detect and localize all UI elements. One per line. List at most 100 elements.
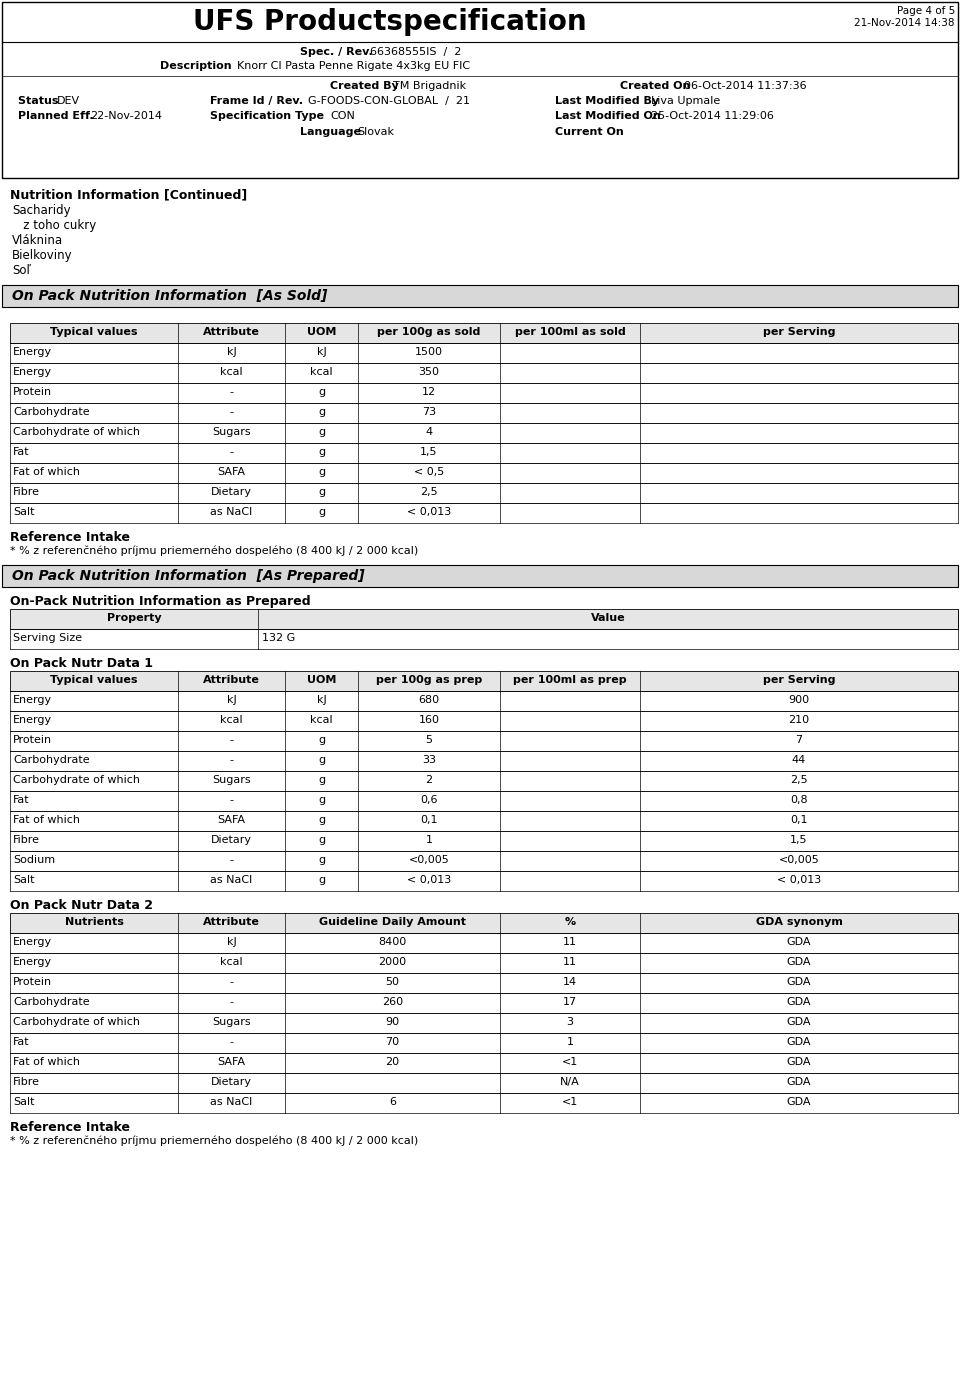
Text: * % z referenčného príjmu priemerného dospelého (8 400 kJ / 2 000 kcal): * % z referenčného príjmu priemerného do…: [10, 1135, 419, 1145]
Text: Energy: Energy: [13, 366, 52, 378]
Text: 4: 4: [425, 428, 433, 437]
Text: Energy: Energy: [13, 695, 52, 705]
Text: On Pack Nutrition Information  [As Sold]: On Pack Nutrition Information [As Sold]: [12, 289, 327, 303]
Text: -: -: [229, 795, 233, 805]
Text: 20: 20: [385, 1058, 399, 1067]
Bar: [2, 285, 958, 307]
Text: 2,5: 2,5: [790, 775, 807, 786]
Text: kcal: kcal: [220, 366, 243, 378]
Text: 06-Oct-2014 11:37:36: 06-Oct-2014 11:37:36: [684, 81, 806, 92]
Text: <1: <1: [562, 1097, 578, 1108]
Text: Fat of which: Fat of which: [13, 466, 80, 477]
Text: GDA: GDA: [787, 1037, 811, 1047]
Text: Slovak: Slovak: [357, 126, 394, 137]
Text: Description: Description: [160, 61, 235, 71]
Text: g: g: [318, 815, 325, 824]
Text: 0,1: 0,1: [420, 815, 438, 824]
Text: * % z referenčného príjmu priemerného dospelého (8 400 kJ / 2 000 kcal): * % z referenčného príjmu priemerného do…: [10, 545, 419, 555]
Text: kJ: kJ: [227, 937, 236, 947]
Text: Sacharidy: Sacharidy: [12, 204, 71, 217]
Text: GDA synonym: GDA synonym: [756, 917, 843, 927]
Text: Fat of which: Fat of which: [13, 1058, 80, 1067]
Text: per 100ml as prep: per 100ml as prep: [514, 675, 627, 686]
Text: GDA: GDA: [787, 997, 811, 1008]
Text: <0,005: <0,005: [409, 855, 449, 865]
Text: 1,5: 1,5: [420, 447, 438, 457]
Text: Salt: Salt: [13, 507, 35, 516]
Text: g: g: [318, 428, 325, 437]
Text: Liva Upmale: Liva Upmale: [651, 96, 720, 105]
Text: %: %: [564, 917, 576, 927]
Text: Reference Intake: Reference Intake: [10, 532, 130, 544]
Text: Carbohydrate: Carbohydrate: [13, 407, 89, 416]
Text: < 0,013: < 0,013: [777, 874, 821, 886]
Text: per Serving: per Serving: [763, 675, 835, 686]
Text: 1500: 1500: [415, 347, 443, 357]
Text: Salt: Salt: [13, 1097, 35, 1108]
Text: z toho cukry: z toho cukry: [12, 219, 96, 232]
Text: g: g: [318, 775, 325, 786]
Text: Carbohydrate: Carbohydrate: [13, 997, 89, 1008]
Text: g: g: [318, 755, 325, 765]
Text: Fibre: Fibre: [13, 836, 40, 845]
Text: GDA: GDA: [787, 1097, 811, 1108]
Text: -: -: [229, 977, 233, 987]
Text: 160: 160: [419, 715, 440, 725]
Text: Page 4 of 5: Page 4 of 5: [897, 6, 955, 17]
Text: GDA: GDA: [787, 1058, 811, 1067]
Text: SAFA: SAFA: [218, 815, 246, 824]
Bar: [10, 609, 958, 629]
Text: per 100ml as sold: per 100ml as sold: [515, 328, 625, 337]
Text: 1,5: 1,5: [790, 836, 807, 845]
Text: Protein: Protein: [13, 736, 52, 745]
Bar: [2, 565, 958, 587]
Text: Carbohydrate of which: Carbohydrate of which: [13, 428, 140, 437]
Text: <1: <1: [562, 1058, 578, 1067]
Text: g: g: [318, 836, 325, 845]
Text: Fat: Fat: [13, 1037, 30, 1047]
Text: g: g: [318, 874, 325, 886]
Text: g: g: [318, 507, 325, 516]
Text: On Pack Nutr Data 1: On Pack Nutr Data 1: [10, 657, 153, 670]
Text: 90: 90: [385, 1017, 399, 1027]
Text: Spec. / Rev.: Spec. / Rev.: [300, 47, 376, 57]
Text: kcal: kcal: [220, 956, 243, 967]
Text: Sugars: Sugars: [212, 1017, 251, 1027]
Text: 900: 900: [788, 695, 809, 705]
Text: GDA: GDA: [787, 956, 811, 967]
Text: 25-Oct-2014 11:29:06: 25-Oct-2014 11:29:06: [651, 111, 774, 121]
Text: GDA: GDA: [787, 1017, 811, 1027]
Text: g: g: [318, 387, 325, 397]
Text: Value: Value: [590, 613, 625, 623]
Text: Attribute: Attribute: [204, 328, 260, 337]
Text: g: g: [318, 407, 325, 416]
Bar: [2, 1, 958, 178]
Text: Last Modified By: Last Modified By: [555, 96, 663, 105]
Text: TM Brigadnik: TM Brigadnik: [393, 81, 467, 92]
Text: UFS Productspecification: UFS Productspecification: [193, 8, 587, 36]
Text: 2: 2: [425, 775, 433, 786]
Text: per 100g as prep: per 100g as prep: [376, 675, 482, 686]
Text: Specification Type: Specification Type: [210, 111, 328, 121]
Text: 44: 44: [792, 755, 806, 765]
Text: Knorr CI Pasta Penne Rigate 4x3kg EU FIC: Knorr CI Pasta Penne Rigate 4x3kg EU FIC: [237, 61, 470, 71]
Text: Sodium: Sodium: [13, 855, 55, 865]
Text: Current On: Current On: [555, 126, 624, 137]
Text: Sugars: Sugars: [212, 775, 251, 786]
Text: Protein: Protein: [13, 387, 52, 397]
Text: g: g: [318, 466, 325, 477]
Text: GDA: GDA: [787, 977, 811, 987]
Text: 12: 12: [422, 387, 436, 397]
Text: 680: 680: [419, 695, 440, 705]
Text: Frame Id / Rev.: Frame Id / Rev.: [210, 96, 307, 105]
Text: -: -: [229, 447, 233, 457]
Text: kcal: kcal: [310, 366, 333, 378]
Text: Dietary: Dietary: [211, 836, 252, 845]
Text: On-Pack Nutrition Information as Prepared: On-Pack Nutrition Information as Prepare…: [10, 595, 311, 608]
Text: Nutrition Information [Continued]: Nutrition Information [Continued]: [10, 187, 248, 201]
Text: Fat: Fat: [13, 795, 30, 805]
Text: Created On: Created On: [620, 81, 694, 92]
Text: kcal: kcal: [310, 715, 333, 725]
Text: 0,1: 0,1: [790, 815, 807, 824]
Text: as NaCl: as NaCl: [210, 1097, 252, 1108]
